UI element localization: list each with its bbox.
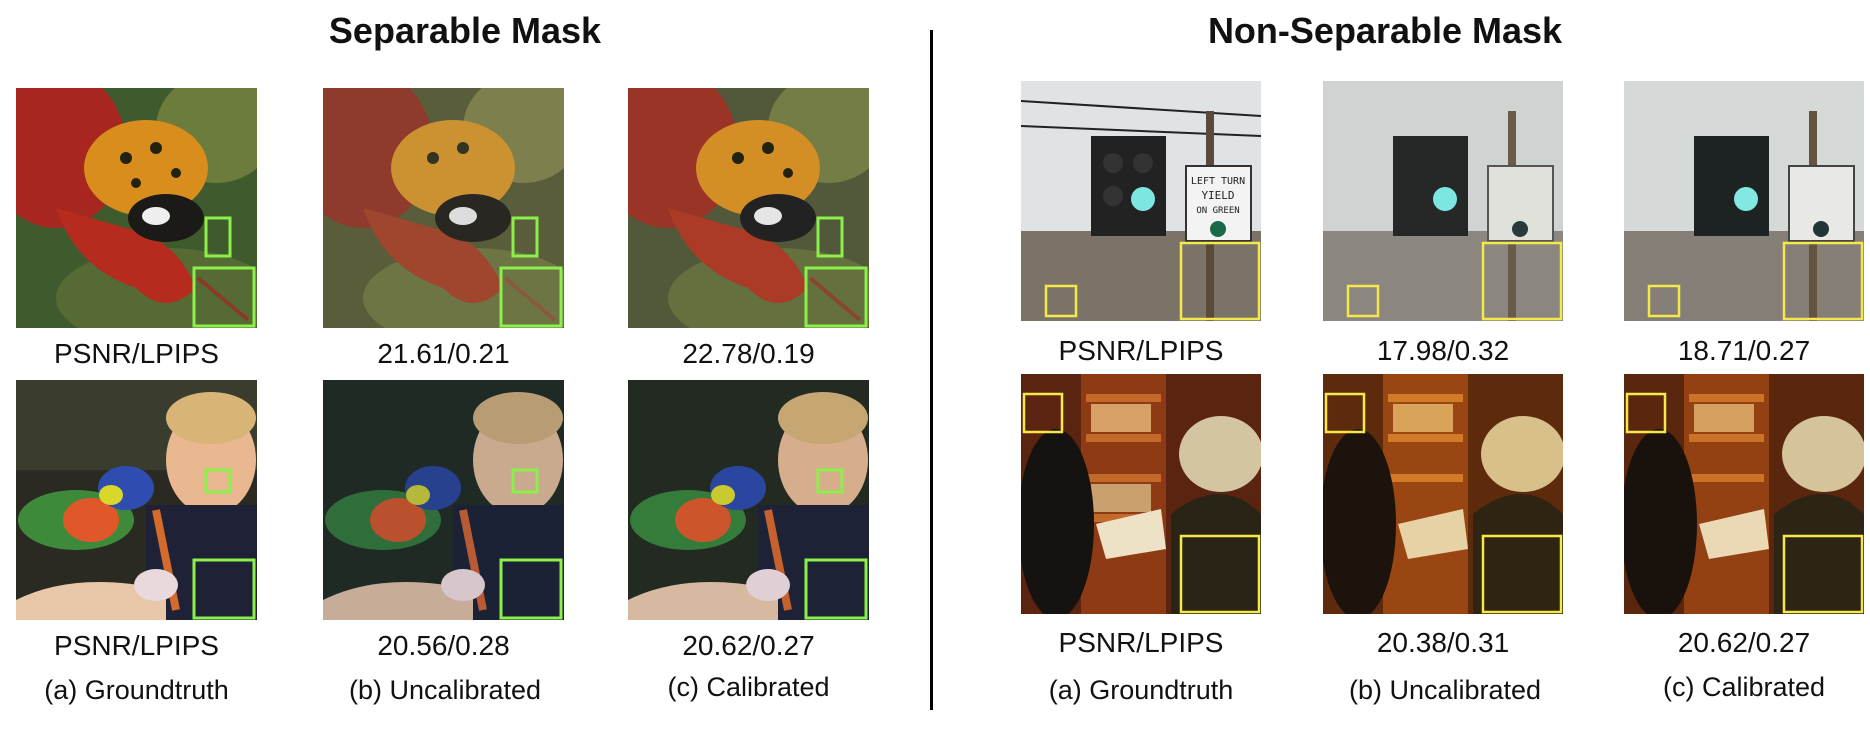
metric-value: 21.61/0.21 [377, 338, 510, 369]
ladybug-calibrated-image [628, 88, 869, 328]
parrot-uncalibrated-image [323, 380, 564, 620]
bookstore-calibrated-image [1624, 374, 1864, 614]
sign-line-3: ON GREEN [1196, 206, 1239, 216]
metric-value: 20.56/0.28 [377, 630, 510, 661]
traffic-calibrated-image [1624, 81, 1864, 321]
sign-line-1: LEFT TURN [1191, 176, 1245, 187]
caption-calibrated: (c) Calibrated [1662, 672, 1826, 702]
parrot-groundtruth-image [16, 380, 257, 620]
metric-label: PSNR/LPIPS [1058, 335, 1224, 366]
sign-line-2: YIELD [1201, 189, 1234, 202]
right-panel-title: Non-Separable Mask [1207, 10, 1563, 51]
ladybug-uncalibrated-image [323, 88, 564, 328]
panel-divider [930, 30, 933, 710]
caption-groundtruth: (a) Groundtruth [1048, 675, 1234, 705]
caption-uncalibrated: (b) Uncalibrated [1348, 675, 1542, 705]
metric-value: 20.62/0.27 [1677, 627, 1811, 658]
caption-groundtruth: (a) Groundtruth [44, 675, 229, 705]
parrot-calibrated-image [628, 380, 869, 620]
metric-value: 20.38/0.31 [1376, 627, 1510, 658]
metric-value: 22.78/0.19 [682, 338, 815, 369]
metric-value: 18.71/0.27 [1677, 335, 1811, 366]
caption-uncalibrated: (b) Uncalibrated [348, 675, 542, 705]
metric-label: PSNR/LPIPS [54, 338, 219, 369]
traffic-groundtruth-image: LEFT TURN YIELD ON GREEN [1021, 81, 1261, 321]
caption-calibrated: (c) Calibrated [667, 672, 830, 702]
ladybug-groundtruth-image [16, 88, 257, 328]
bookstore-uncalibrated-image [1323, 374, 1563, 614]
left-panel-title: Separable Mask [328, 10, 602, 51]
metric-label: PSNR/LPIPS [54, 630, 219, 661]
metric-value: 17.98/0.32 [1376, 335, 1510, 366]
bookstore-groundtruth-image [1021, 374, 1261, 614]
traffic-uncalibrated-image [1323, 81, 1563, 321]
metric-value: 20.62/0.27 [682, 630, 815, 661]
metric-label: PSNR/LPIPS [1058, 627, 1224, 658]
